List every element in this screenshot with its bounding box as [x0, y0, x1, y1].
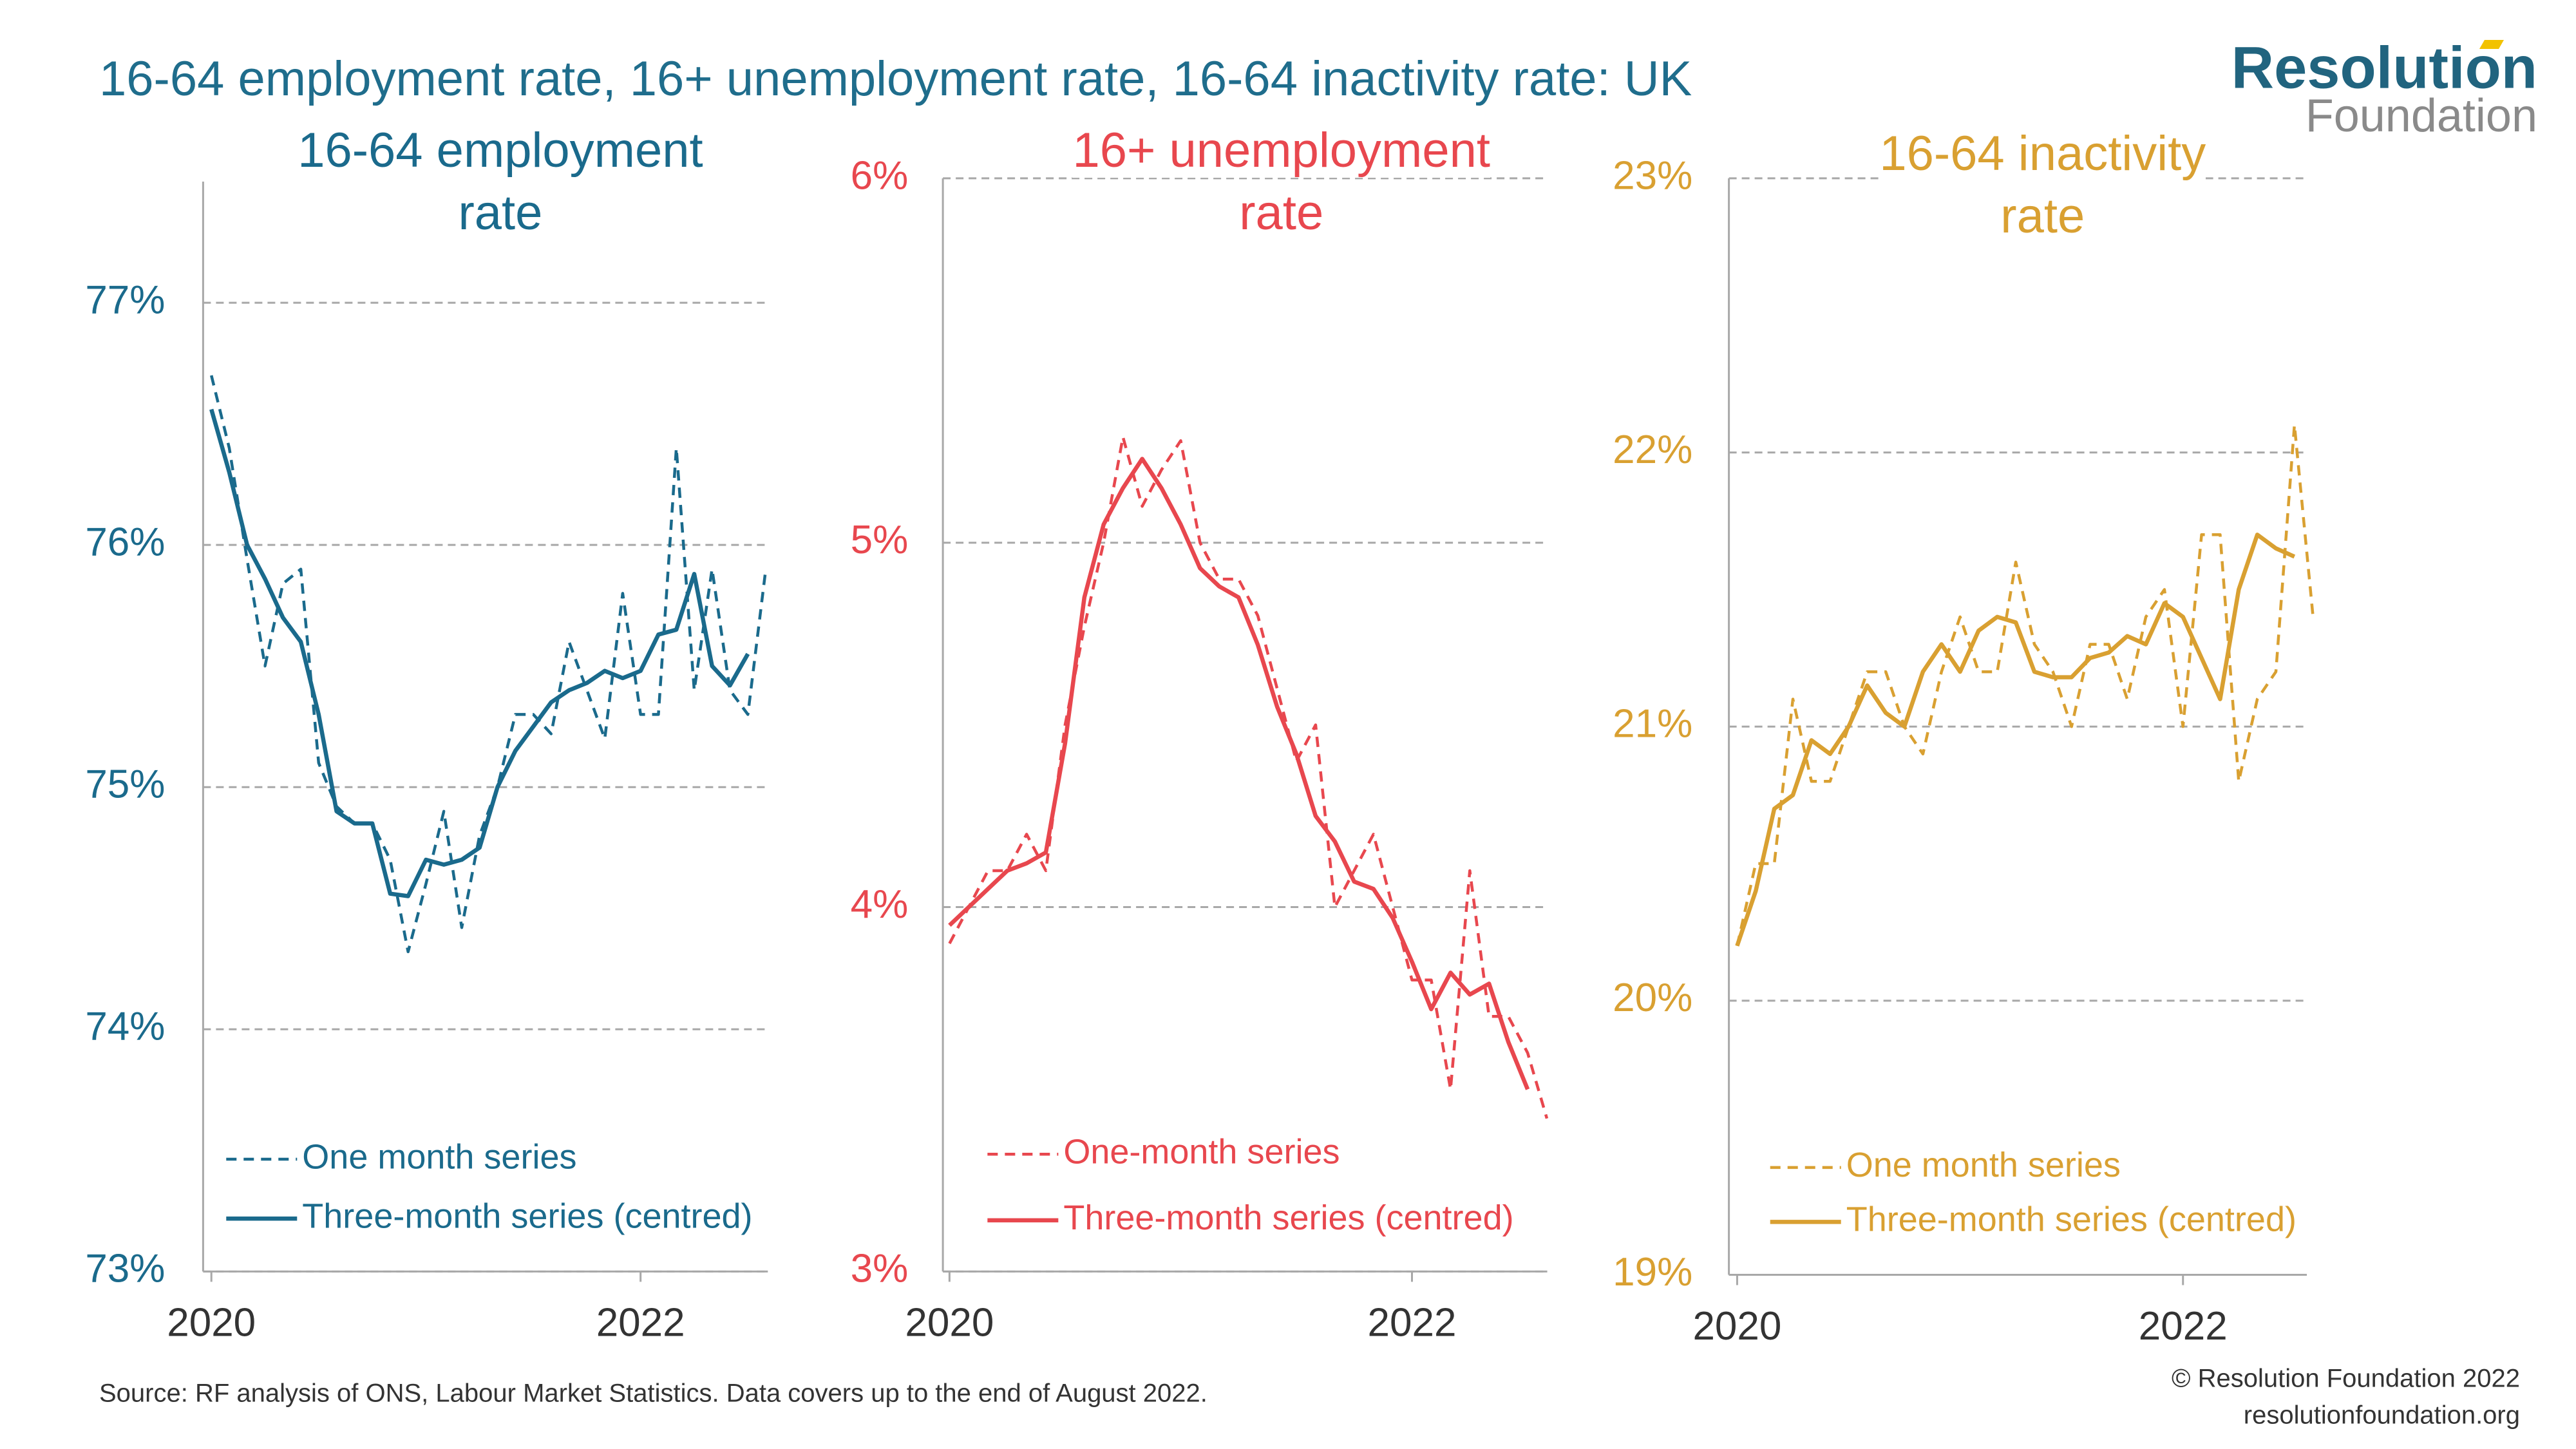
x-tick-label: 2020 [1692, 1304, 1781, 1349]
panel-title-box: 16-64 inactivity rate [1862, 122, 2223, 247]
main-title: 16-64 employment rate, 16+ unemployment … [99, 52, 1692, 106]
series-line [948, 435, 1549, 1119]
y-tick-label: 5% [851, 518, 909, 562]
panel-title-box: 16+ unemployment rate [1051, 119, 1511, 244]
website: resolutionfoundation.org [2244, 1401, 2520, 1430]
y-tick-label: 4% [851, 882, 909, 927]
y-tick-label: 73% [85, 1247, 165, 1291]
y-tick-label: 23% [1613, 153, 1692, 198]
y-tick-label: 6% [851, 153, 909, 198]
series-line [948, 457, 1530, 1090]
y-tick-label: 74% [85, 1005, 165, 1049]
series-line [1735, 533, 2296, 947]
legend-label: Three-month series (centred) [302, 1197, 752, 1236]
y-tick-label: 77% [85, 278, 165, 322]
source: Source: RF analysis of ONS, Labour Marke… [99, 1379, 1208, 1408]
x-tick-label: 2022 [596, 1301, 685, 1345]
panel-title: 16-64 inactivity rate [1879, 126, 2206, 244]
x-tick-label: 2022 [1368, 1301, 1457, 1345]
y-tick-label: 21% [1613, 702, 1692, 746]
x-tick-label: 2022 [2139, 1304, 2228, 1349]
logo-line2: Foundation [2306, 90, 2537, 142]
series-line [210, 375, 768, 954]
x-tick-label: 2020 [167, 1301, 256, 1345]
y-tick-label: 22% [1613, 428, 1692, 472]
series-line [1736, 423, 2315, 947]
panel-title-box: 16-64 employment rate [270, 119, 730, 244]
legend-label: One month series [302, 1137, 576, 1176]
legend-label: Three-month series (centred) [1063, 1198, 1513, 1237]
copyright: © Resolution Foundation 2022 [2172, 1365, 2520, 1393]
y-tick-label: 76% [85, 520, 165, 565]
x-tick-label: 2020 [905, 1301, 994, 1345]
y-tick-label: 75% [85, 762, 165, 807]
series-line [209, 408, 750, 898]
panel-title: 16-64 employment rate [298, 123, 703, 241]
legend-label: One-month series [1063, 1133, 1340, 1171]
logo-accent [2479, 40, 2504, 49]
y-tick-label: 19% [1613, 1250, 1692, 1294]
legend-label: Three-month series (centred) [1846, 1200, 2297, 1239]
panel-title: 16+ unemployment rate [1072, 123, 1490, 241]
y-tick-label: 3% [851, 1247, 909, 1291]
legend-label: One month series [1846, 1146, 2121, 1184]
y-tick-label: 20% [1613, 976, 1692, 1020]
